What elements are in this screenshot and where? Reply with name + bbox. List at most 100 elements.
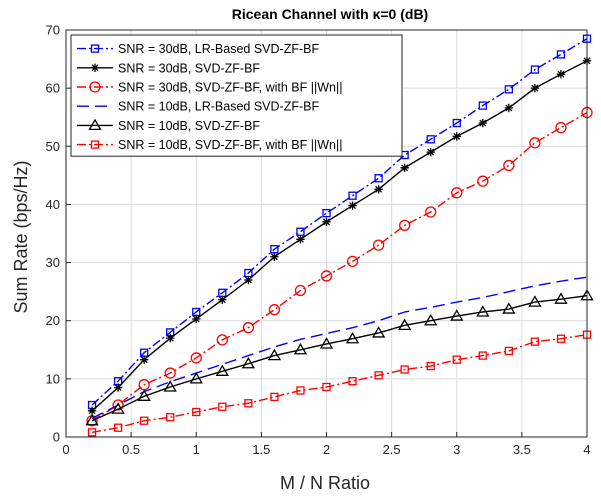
series-3 — [86, 106, 593, 427]
legend-entry: SNR = 10dB, SVD-ZF-BF, with BF ||Wn|| — [77, 138, 343, 152]
data-point — [452, 355, 461, 364]
data-point — [555, 122, 567, 134]
legend-label: SNR = 10dB, LR-Based SVD-ZF-BF — [118, 100, 319, 114]
data-point — [451, 187, 463, 199]
data-point — [502, 302, 516, 314]
x-tick-label: 1.5 — [252, 442, 270, 457]
series-1 — [87, 34, 592, 410]
series-line — [91, 276, 588, 420]
data-point — [345, 331, 360, 344]
data-point — [426, 147, 435, 157]
data-point — [322, 217, 331, 227]
series-line — [91, 295, 588, 422]
legend-entry: SNR = 30dB, LR-Based SVD-ZF-BF — [77, 42, 319, 56]
data-point — [478, 101, 487, 110]
data-point — [504, 85, 514, 94]
data-point — [244, 399, 253, 408]
legend-label: SNR = 30dB, SVD-ZF-BF, with BF ||Wn|| — [118, 81, 343, 95]
data-point — [348, 191, 357, 200]
data-point — [139, 416, 149, 425]
x-tick-label: 2.5 — [383, 442, 401, 457]
x-axis-label: M / N Ratio — [280, 473, 370, 493]
data-point — [529, 137, 541, 149]
data-point — [374, 185, 383, 194]
data-point — [293, 342, 308, 355]
data-point — [556, 334, 566, 343]
data-point — [218, 295, 227, 304]
data-point — [215, 364, 229, 376]
x-tick-label: 3 — [453, 442, 460, 457]
data-point — [400, 163, 409, 172]
legend-label: SNR = 30dB, LR-Based SVD-ZF-BF — [118, 42, 319, 56]
legend-marker — [90, 140, 100, 149]
data-point — [374, 371, 383, 380]
y-tick-label: 40 — [46, 197, 60, 212]
data-point — [189, 372, 203, 384]
data-point — [296, 235, 305, 244]
data-point — [216, 334, 228, 346]
data-point — [244, 275, 253, 285]
x-tick-label: 0.5 — [122, 442, 140, 457]
data-point — [113, 423, 123, 432]
data-point — [504, 103, 514, 113]
series-line — [91, 111, 588, 422]
legend-marker — [88, 118, 102, 131]
data-point — [112, 399, 124, 411]
data-point — [166, 333, 175, 343]
legend-label: SNR = 10dB, SVD-ZF-BF — [118, 119, 260, 133]
data-point — [85, 413, 99, 426]
data-point — [374, 174, 383, 183]
y-axis-label: Sum Rate (bps/Hz) — [11, 160, 31, 313]
data-point — [450, 309, 464, 321]
data-point — [424, 313, 438, 326]
data-point — [139, 355, 149, 364]
data-point — [163, 380, 177, 392]
data-point — [319, 337, 334, 349]
series-line — [91, 38, 588, 406]
data-point — [476, 305, 490, 317]
data-point — [294, 284, 307, 297]
data-point — [530, 83, 540, 93]
data-point — [270, 392, 279, 402]
data-point — [478, 118, 487, 128]
data-point — [478, 351, 487, 360]
series-2 — [87, 56, 592, 416]
series-layer — [85, 34, 594, 437]
data-point — [270, 252, 279, 261]
legend-label: SNR = 10dB, SVD-ZF-BF, with BF ||Wn|| — [118, 138, 343, 152]
y-tick-label: 70 — [46, 23, 60, 38]
x-tick-label: 2 — [323, 442, 330, 457]
legend-entry: SNR = 30dB, SVD-ZF-BF, with BF ||Wn|| — [77, 81, 343, 95]
x-tick-label: 0 — [62, 442, 69, 457]
x-tick-label: 3.5 — [513, 442, 531, 457]
data-point — [530, 337, 540, 346]
data-point — [322, 382, 331, 392]
x-tick-label: 4 — [583, 442, 590, 457]
x-tick-label: 1 — [193, 442, 200, 457]
legend-marker — [90, 44, 100, 53]
data-point — [296, 386, 305, 395]
data-point — [556, 69, 566, 79]
data-point — [113, 383, 123, 392]
legend-entry: SNR = 10dB, LR-Based SVD-ZF-BF — [77, 100, 319, 114]
y-tick-label: 0 — [53, 430, 60, 445]
data-point — [503, 159, 515, 172]
legend-label: SNR = 30dB, SVD-ZF-BF — [118, 61, 260, 75]
data-point — [192, 407, 201, 417]
data-point — [164, 367, 176, 379]
data-point — [556, 50, 566, 59]
data-point — [87, 406, 97, 416]
y-tick-label: 60 — [46, 81, 60, 96]
y-tick-label: 30 — [46, 255, 60, 270]
legend-entry: SNR = 30dB, SVD-ZF-BF — [77, 61, 260, 75]
data-point — [87, 428, 97, 437]
data-point — [554, 292, 568, 304]
y-tick-label: 50 — [46, 139, 60, 154]
data-point — [528, 295, 542, 307]
data-point — [348, 201, 357, 210]
data-point — [398, 318, 412, 331]
data-point — [504, 346, 514, 356]
data-point — [241, 356, 255, 369]
